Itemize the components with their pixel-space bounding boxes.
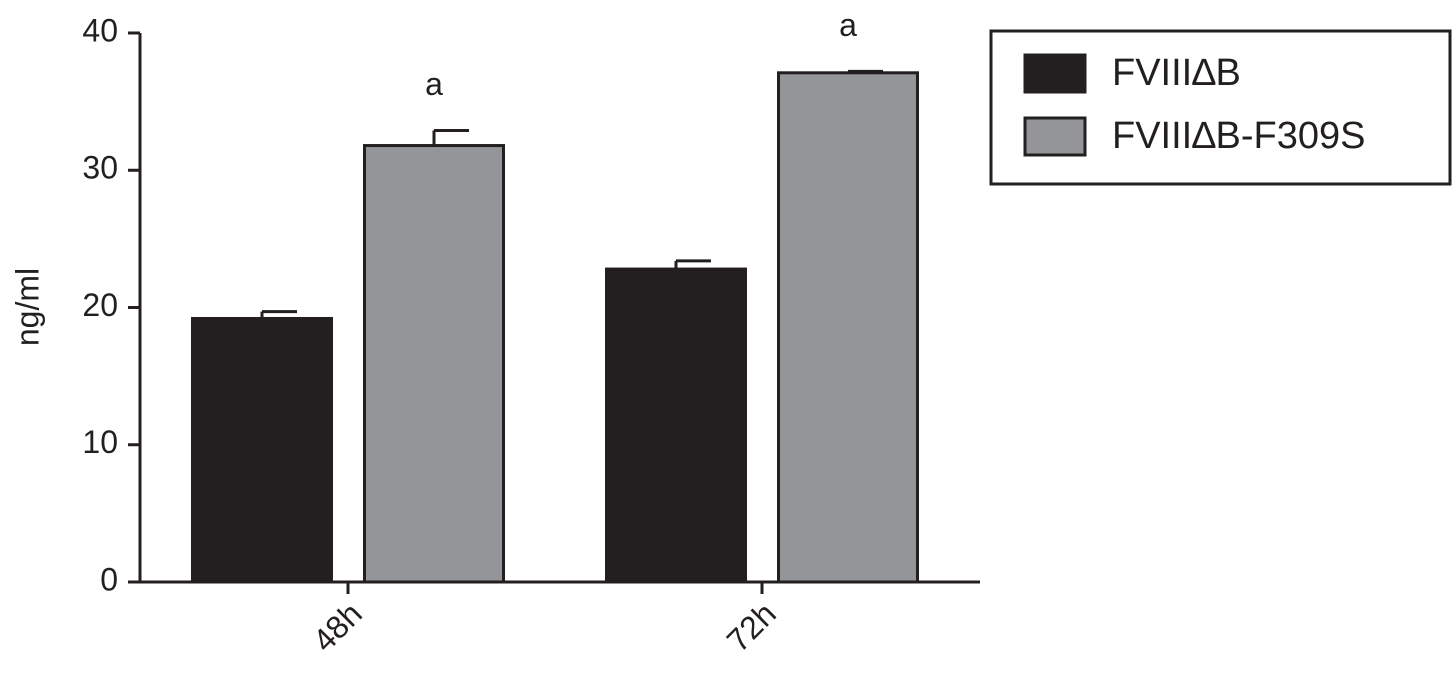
bar bbox=[363, 144, 505, 584]
y-tick-label: 30 bbox=[82, 150, 118, 186]
annotation: a bbox=[425, 66, 443, 102]
legend-swatch bbox=[1023, 116, 1087, 157]
bar bbox=[191, 316, 333, 584]
legend-box bbox=[989, 29, 1452, 186]
y-tick-label: 40 bbox=[82, 12, 118, 48]
annotation: a bbox=[839, 7, 857, 43]
x-tick-label: 72h bbox=[720, 595, 783, 658]
y-tick-label: 0 bbox=[100, 561, 118, 597]
y-tick-label: 10 bbox=[82, 424, 118, 460]
bar bbox=[605, 267, 747, 584]
legend-swatch bbox=[1023, 53, 1087, 94]
bar bbox=[777, 71, 919, 584]
y-tick-label: 20 bbox=[82, 287, 118, 323]
x-tick-label: 48h bbox=[306, 595, 369, 658]
y-axis-title: ng/ml bbox=[9, 268, 45, 346]
legend-label: FVIII∆B-F309S bbox=[1112, 115, 1365, 157]
legend-label: FVIII∆B bbox=[1112, 52, 1241, 94]
